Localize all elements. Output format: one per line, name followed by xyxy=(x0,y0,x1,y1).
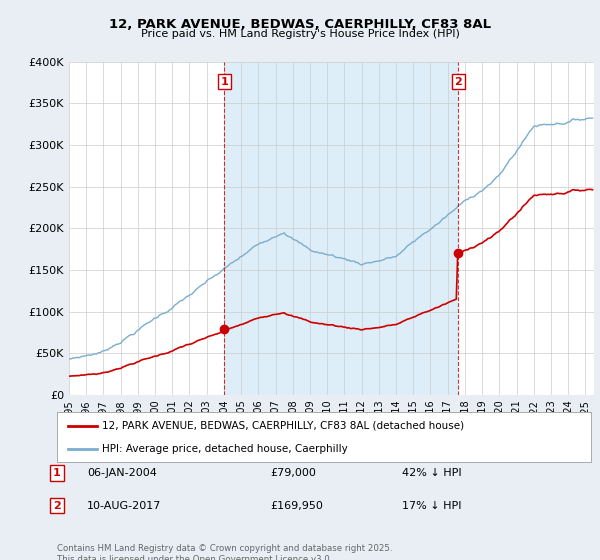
Text: 2: 2 xyxy=(454,77,462,87)
Text: £169,950: £169,950 xyxy=(270,501,323,511)
Bar xyxy=(224,62,458,395)
Text: Contains HM Land Registry data © Crown copyright and database right 2025.
This d: Contains HM Land Registry data © Crown c… xyxy=(57,544,392,560)
Text: 42% ↓ HPI: 42% ↓ HPI xyxy=(402,468,461,478)
Text: 12, PARK AVENUE, BEDWAS, CAERPHILLY, CF83 8AL (detached house): 12, PARK AVENUE, BEDWAS, CAERPHILLY, CF8… xyxy=(103,421,464,431)
Text: Price paid vs. HM Land Registry's House Price Index (HPI): Price paid vs. HM Land Registry's House … xyxy=(140,29,460,39)
Text: 17% ↓ HPI: 17% ↓ HPI xyxy=(402,501,461,511)
Text: 12, PARK AVENUE, BEDWAS, CAERPHILLY, CF83 8AL: 12, PARK AVENUE, BEDWAS, CAERPHILLY, CF8… xyxy=(109,18,491,31)
Text: 2: 2 xyxy=(53,501,61,511)
Text: 1: 1 xyxy=(220,77,228,87)
Text: 06-JAN-2004: 06-JAN-2004 xyxy=(87,468,157,478)
Text: 1: 1 xyxy=(53,468,61,478)
Text: HPI: Average price, detached house, Caerphilly: HPI: Average price, detached house, Caer… xyxy=(103,445,348,454)
Text: 10-AUG-2017: 10-AUG-2017 xyxy=(87,501,161,511)
Text: £79,000: £79,000 xyxy=(270,468,316,478)
